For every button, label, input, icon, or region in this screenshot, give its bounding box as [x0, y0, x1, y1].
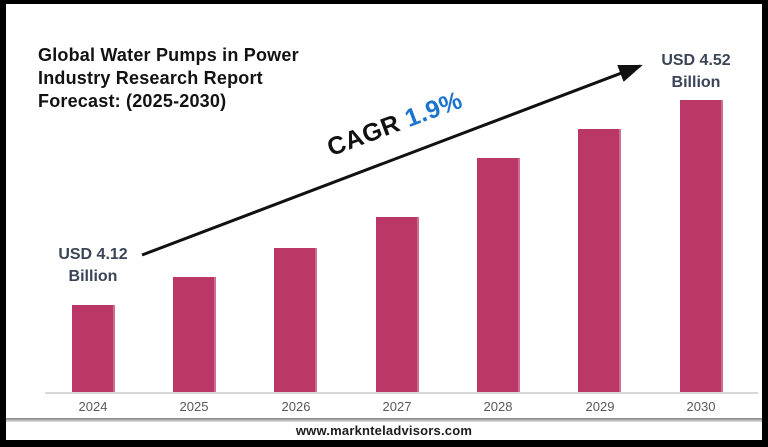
cagr-value: 1.9%: [401, 86, 467, 133]
x-tick-2028: 2028: [483, 399, 513, 414]
x-axis-line: [45, 392, 758, 394]
x-tick-2030: 2030: [686, 399, 716, 414]
x-tick-2025: 2025: [179, 399, 209, 414]
x-tick-2026: 2026: [281, 399, 311, 414]
bar-2029: [578, 129, 621, 394]
x-tick-2027: 2027: [382, 399, 412, 414]
footer-divider: [6, 418, 762, 422]
chart-canvas: Global Water Pumps in Power Industry Res…: [6, 4, 762, 440]
bar-2025: [173, 277, 216, 394]
start-value-label: USD 4.12 Billion: [58, 246, 128, 285]
x-tick-2029: 2029: [585, 399, 615, 414]
cagr-label: CAGR: [323, 106, 411, 163]
chart-title: Global Water Pumps in Power Industry Res…: [38, 45, 299, 111]
bar-2026: [274, 248, 317, 394]
bar-2024: [72, 305, 115, 394]
end-value-label: USD 4.52 Billion: [661, 52, 731, 91]
x-tick-2024: 2024: [78, 399, 108, 414]
bar-2028: [477, 158, 520, 394]
bar-2030: [680, 100, 723, 394]
bar-2027: [376, 217, 419, 394]
footer-bar: www.marknteladvisors.com: [6, 422, 762, 440]
footer-url: www.marknteladvisors.com: [295, 423, 473, 438]
